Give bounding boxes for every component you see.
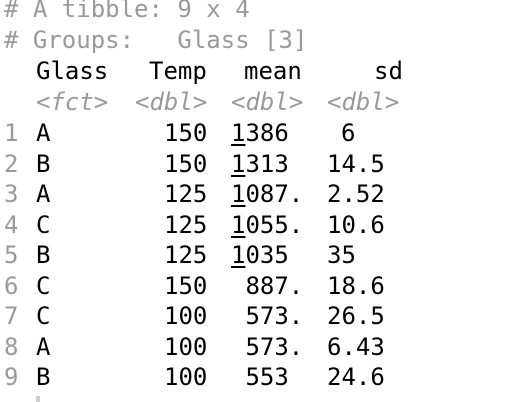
cell-sd: 6 (341, 119, 356, 147)
cell-mean: 553 (231, 362, 289, 392)
cell-mean: 1055. (231, 210, 303, 240)
mean-leading-digit: 1 (231, 180, 246, 208)
cell-temp: 125 (164, 180, 208, 208)
tibble-size-comment: # A tibble: 9 x 4 (4, 0, 250, 23)
mean-remainder: 553 (245, 363, 289, 391)
mean-remainder: 055. (245, 210, 304, 239)
row-number: 7 (4, 302, 19, 330)
cell-glass: C (36, 271, 51, 300)
cell-glass: C (36, 302, 51, 330)
mean-leading-digit: 1 (231, 119, 246, 147)
cell-temp: 125 (164, 210, 208, 239)
cell-temp: 150 (164, 119, 208, 147)
mean-leading-digit: 1 (231, 210, 246, 239)
cell-mean: 887. (231, 271, 303, 301)
cell-glass: A (36, 119, 51, 147)
cell-sd: 26.5 (327, 302, 385, 330)
column-header-glass: Glass (36, 57, 109, 85)
row-number: 2 (4, 149, 19, 178)
cell-temp: 100 (164, 302, 208, 330)
cell-glass: A (36, 332, 51, 361)
cell-temp: 150 (164, 149, 208, 178)
row-number: 5 (4, 241, 19, 269)
cell-temp: 100 (164, 332, 208, 361)
row-number: 1 (4, 119, 19, 147)
cell-sd: 10.6 (327, 210, 385, 239)
cell-mean: 573. (231, 332, 303, 362)
column-type-sd: <dbl> (327, 88, 400, 116)
cell-sd: 18.6 (327, 271, 385, 300)
cell-sd: 2.52 (327, 180, 385, 208)
column-type-glass: <fct> (36, 88, 109, 116)
cell-sd: 24.6 (327, 363, 385, 391)
cell-glass: B (36, 241, 51, 269)
cell-mean: 1035 (231, 240, 289, 270)
mean-remainder: 887. (245, 271, 304, 300)
mean-remainder: 386 (245, 119, 289, 147)
mean-remainder: 313 (245, 149, 289, 178)
cell-sd: 6.43 (327, 332, 385, 361)
groups-comment: # Groups: Glass [3] (4, 26, 308, 54)
cell-mean: 573. (231, 301, 303, 331)
mean-leading-digit: 1 (231, 241, 246, 269)
row-number: 9 (4, 363, 19, 391)
mean-leading-digit: 1 (231, 149, 246, 178)
cell-temp: 150 (164, 271, 208, 300)
cell-temp: 100 (164, 363, 208, 391)
column-header-sd: sd (374, 57, 403, 85)
cell-glass: A (36, 180, 51, 208)
column-header-row: Glass Temp mean sd (4, 56, 403, 86)
row-number: 3 (4, 180, 19, 208)
cell-sd: 35 (327, 241, 356, 269)
cell-mean: 1386 (231, 118, 289, 148)
cell-glass: B (36, 363, 51, 391)
column-type-temp: <dbl> (135, 88, 208, 116)
mean-remainder: 573. (245, 302, 304, 330)
row-number: 8 (4, 332, 19, 361)
row-number: 4 (4, 210, 19, 239)
column-header-mean: mean (244, 57, 302, 85)
mean-remainder: 087. (245, 180, 304, 208)
cell-glass: C (36, 210, 51, 239)
column-type-mean: <dbl> (231, 88, 304, 116)
row-number: 6 (4, 271, 19, 300)
cell-temp: 125 (164, 241, 208, 269)
cell-mean: 1313 (231, 149, 289, 179)
mean-remainder: 573. (245, 332, 304, 361)
cell-mean: 1087. (231, 179, 303, 209)
column-header-temp: Temp (149, 57, 207, 85)
cell-sd: 14.5 (327, 149, 385, 178)
mean-remainder: 035 (245, 241, 289, 269)
column-type-row: <fct> <dbl> <dbl> <dbl> (4, 87, 399, 117)
cursor-mark (36, 396, 40, 402)
cell-glass: B (36, 149, 51, 178)
